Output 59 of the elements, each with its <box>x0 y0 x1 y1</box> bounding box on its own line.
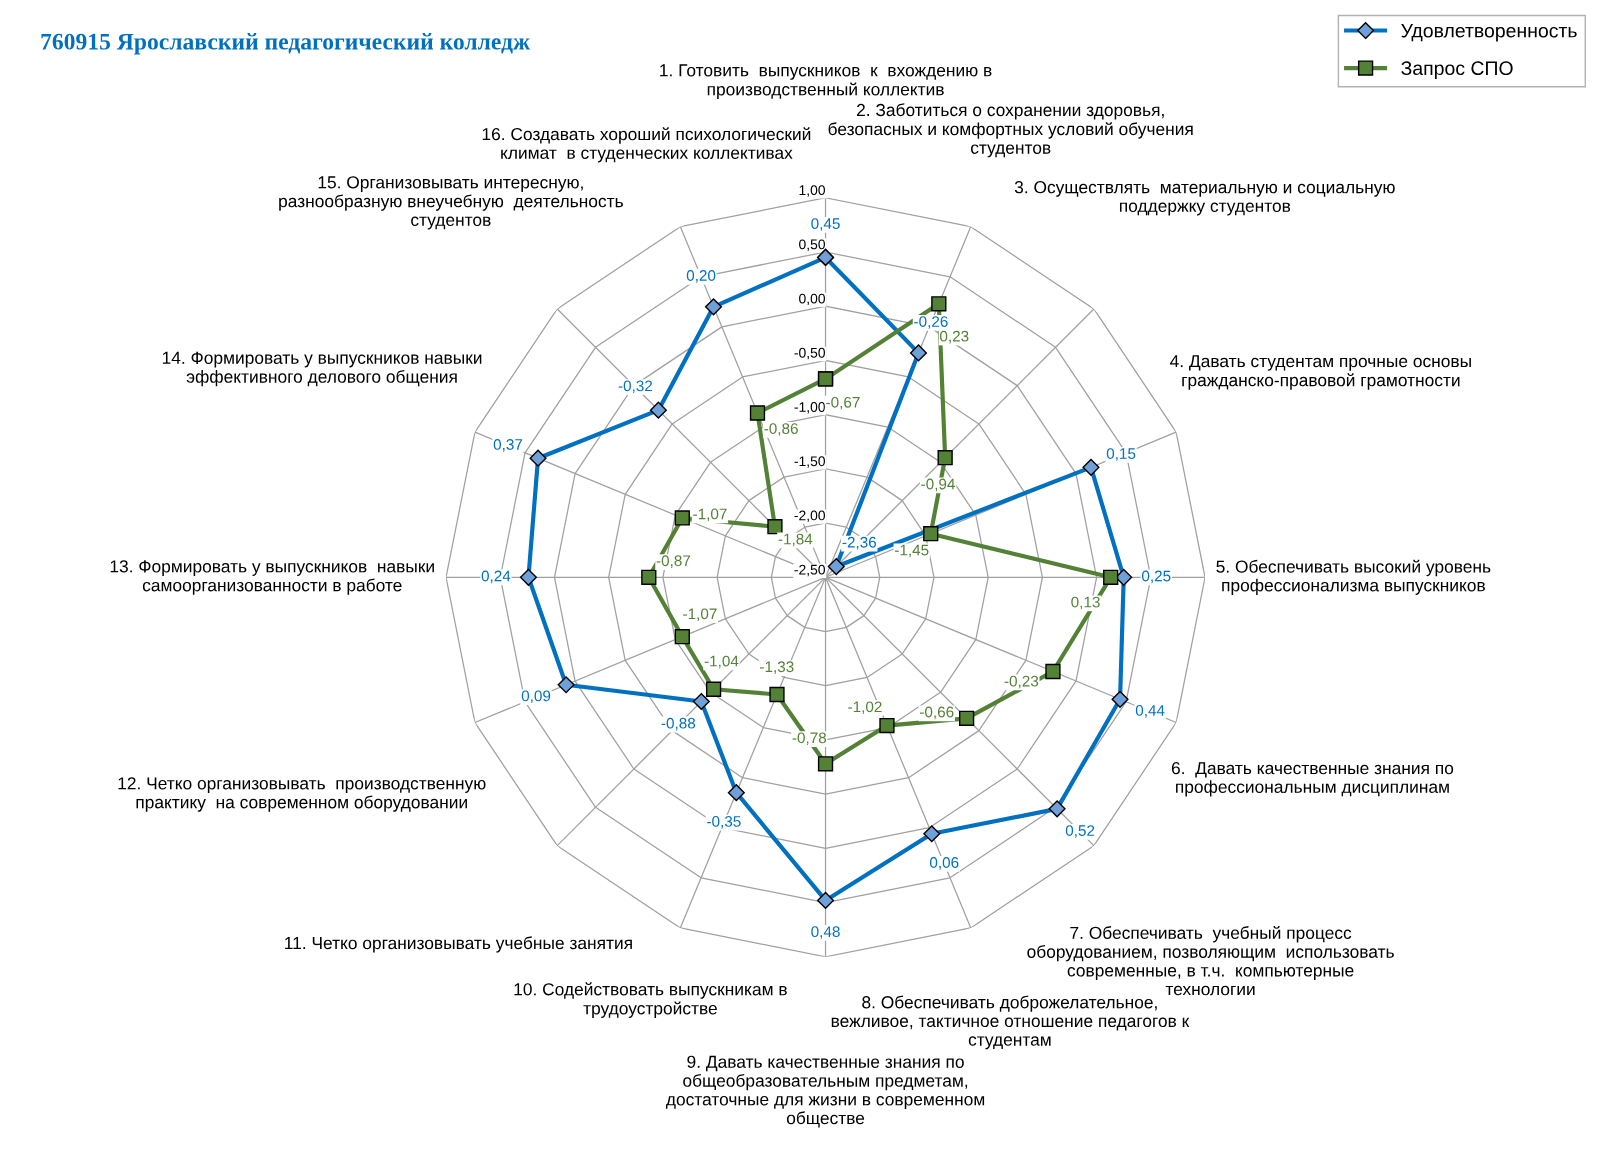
spoke-label: 6. Давать качественные знания по профессиональным дисциплинам <box>1171 761 1454 797</box>
data-label: -0,32 <box>618 380 653 394</box>
spoke-label: 9. Давать качественные знания по общеобразовательным предметам, достаточные для жизни в современном обществе <box>666 1055 985 1128</box>
spoke-label: 3. Осуществлять материальную и социальную поддержку студентов <box>1014 181 1395 216</box>
data-label: 0,20 <box>686 270 716 283</box>
data-label: 0,09 <box>521 690 551 704</box>
spoke-label: 14. Формировать у выпускников навыки эффективного делового общения <box>162 351 482 387</box>
text: 760915 Ярославский педагогический колледж <box>41 33 531 55</box>
data-label: -0,87 <box>656 555 691 568</box>
data-label: -1,33 <box>760 661 794 674</box>
spoke-label: 4. Давать студентам прочные основы гражданско-правовой грамотности <box>1170 355 1471 390</box>
data-label: -1,02 <box>848 701 882 715</box>
y-tick-label: 0,00 <box>799 293 825 306</box>
data-label: -0,86 <box>764 423 798 436</box>
data-label: 0,25 <box>1141 570 1171 584</box>
y-tick-label: -1,00 <box>794 402 825 414</box>
y-tick-label: -0,50 <box>794 347 825 360</box>
data-label: 0,06 <box>929 857 959 870</box>
data-label: -0,88 <box>661 717 696 731</box>
data-label: -1,84 <box>778 533 813 547</box>
data-label: 0,13 <box>1071 596 1100 610</box>
data-label: -0,67 <box>826 396 860 410</box>
data-label: 0,45 <box>811 218 840 231</box>
data-label: -0,35 <box>707 816 741 829</box>
spoke-label: 1. Готовить выпускников к вхождению в производственный коллектив <box>660 64 992 99</box>
data-label: -0,66 <box>920 706 954 720</box>
spoke-label: 10. Содействовать выпускникам в трудоустройстве <box>514 982 787 1018</box>
data-label: -0,23 <box>1004 675 1039 689</box>
data-label: 0,52 <box>1065 825 1095 838</box>
spoke-label: 13. Формировать у выпускников навыки самоорганизованности в работе <box>110 560 434 595</box>
y-tick-label: 0,50 <box>799 239 825 251</box>
data-label: 0,48 <box>811 926 840 939</box>
data-label: -1,07 <box>693 508 727 522</box>
spoke-label: 8. Обеспечивать доброжелательное, вежливое, тактичное отношение педагогов к студентам <box>831 995 1190 1050</box>
spoke-label: 5. Обеспечивать высокий уровень профессионализма выпускников <box>1216 559 1491 595</box>
data-label: -1,04 <box>704 655 739 669</box>
data-label: 0,23 <box>940 330 969 344</box>
spoke-label: 2. Заботиться о сохранении здоровья, безопасных и комфортных условий обучения студентов <box>828 103 1193 158</box>
spoke-label: 7. Обеспечивать учебный процесс оборудованием, позволяющим использовать современные, в т.ч. компьютерные технологии <box>1027 925 1394 996</box>
data-label: 0,15 <box>1106 448 1136 461</box>
data-label: -0,94 <box>921 478 955 492</box>
y-tick-label: -2,50 <box>794 564 825 577</box>
y-tick-label: 1,00 <box>799 185 825 197</box>
data-label: -0,26 <box>914 316 948 329</box>
legend-label: Удовлетворенность <box>1401 23 1577 42</box>
spoke-label: 11. Четко организовывать учебные занятия <box>285 936 632 953</box>
data-label: -0,78 <box>792 732 827 746</box>
data-label: -2,36 <box>842 536 877 550</box>
spoke-label: 16. Создавать хороший психологический климат в студенческих коллективах <box>482 127 811 163</box>
y-tick-label: -2,00 <box>794 510 825 522</box>
data-label: 0,37 <box>493 439 523 452</box>
data-label: -1,45 <box>894 544 929 558</box>
spoke-label: 12. Четко организовывать производственную практику на современном оборудовании <box>118 777 486 812</box>
data-label: 0,24 <box>481 570 511 584</box>
legend-label: Запрос СПО <box>1401 61 1513 79</box>
y-tick-label: -1,50 <box>794 456 825 468</box>
data-label: 0,44 <box>1135 705 1165 718</box>
data-label: -1,07 <box>683 608 717 622</box>
spoke-label: 15. Организовывать интересную, разнообразную внеучебную деятельность студентов <box>279 176 623 230</box>
